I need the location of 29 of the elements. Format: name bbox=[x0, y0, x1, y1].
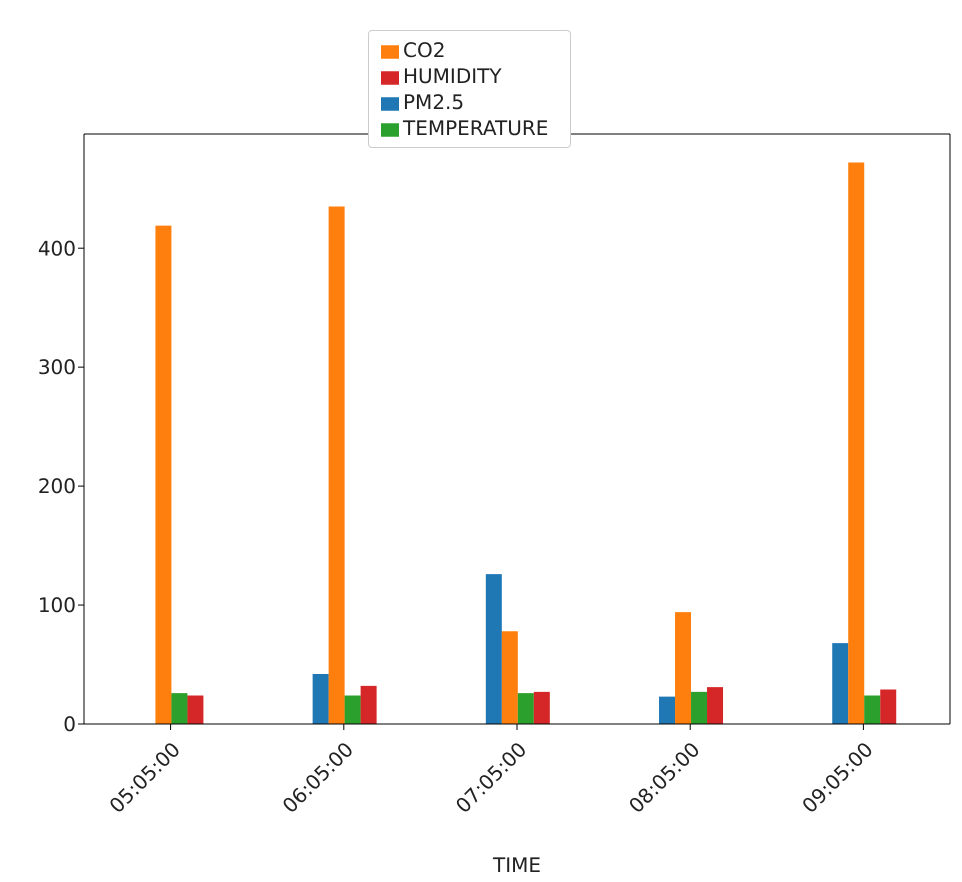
bar bbox=[155, 226, 172, 724]
bar bbox=[880, 690, 896, 724]
bar bbox=[328, 206, 345, 724]
legend-label: HUMIDITY bbox=[403, 64, 502, 88]
bar bbox=[502, 631, 518, 724]
y-tick-label: 100 bbox=[38, 593, 76, 618]
y-tick-label: 400 bbox=[38, 236, 76, 260]
legend-label: PM2.5 bbox=[403, 90, 464, 114]
bar bbox=[691, 692, 708, 724]
bar bbox=[534, 692, 550, 724]
y-tick-label: 0 bbox=[63, 712, 76, 736]
legend-label: TEMPERATURE bbox=[403, 116, 548, 140]
bar bbox=[171, 693, 188, 724]
y-tick-label: 200 bbox=[38, 474, 76, 498]
bar bbox=[187, 695, 204, 724]
bar bbox=[659, 696, 676, 724]
bar bbox=[848, 162, 864, 724]
bar bbox=[832, 643, 848, 724]
bar bbox=[360, 686, 377, 724]
bar bbox=[864, 695, 880, 724]
bar bbox=[675, 612, 692, 724]
bar bbox=[486, 574, 502, 724]
bar bbox=[312, 674, 329, 724]
x-axis-title: TIME bbox=[492, 853, 542, 877]
legend-label: CO2 bbox=[403, 38, 446, 62]
bar bbox=[707, 687, 724, 724]
bar bbox=[518, 693, 534, 724]
bar bbox=[344, 695, 361, 724]
y-tick-label: 300 bbox=[38, 355, 76, 380]
